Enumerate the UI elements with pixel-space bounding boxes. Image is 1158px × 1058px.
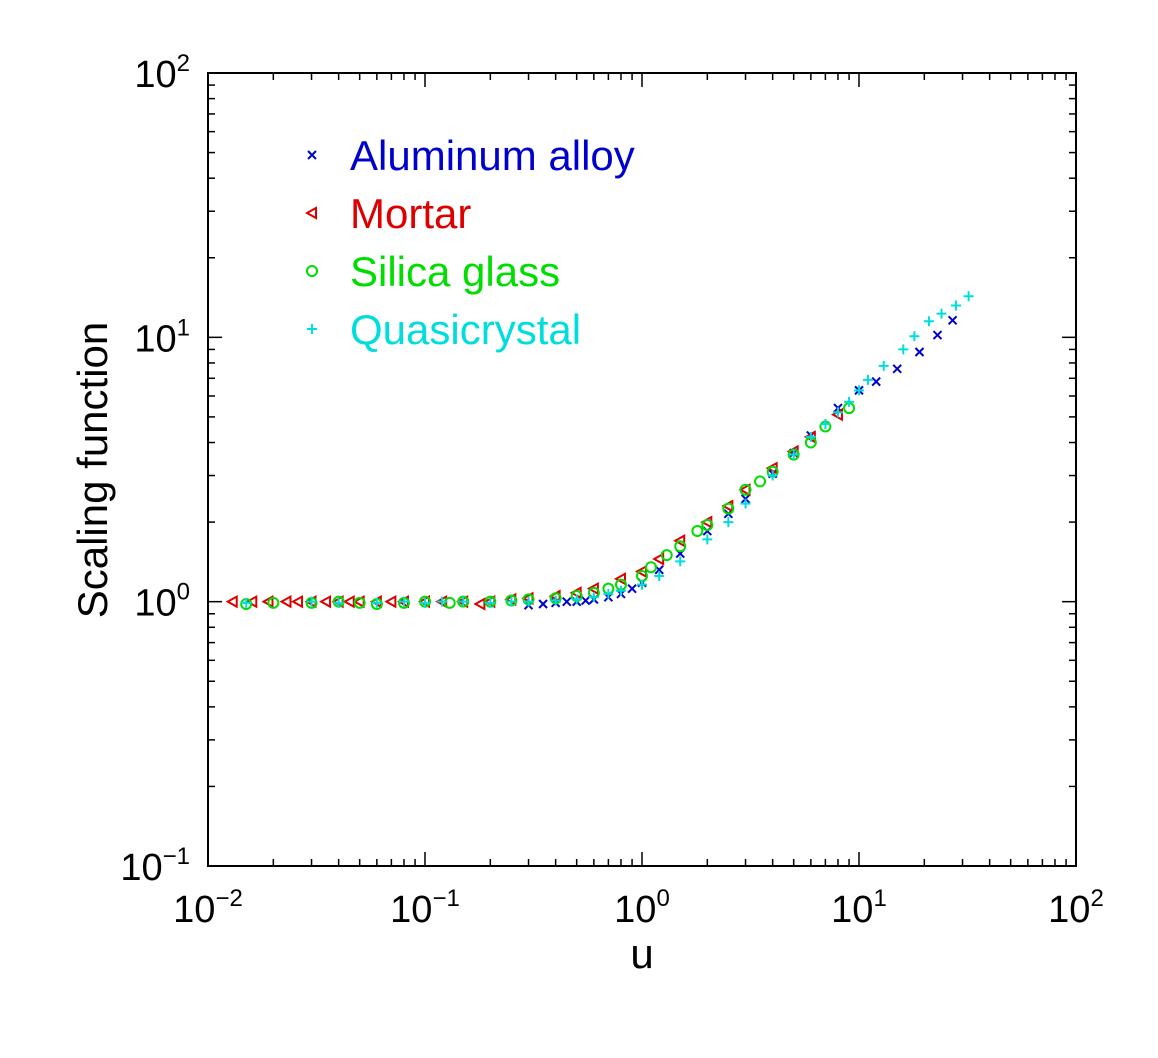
data-point	[878, 360, 889, 371]
data-point	[914, 347, 925, 357]
x-axis-label: u	[630, 930, 653, 977]
data-point	[951, 300, 962, 311]
data-point	[443, 596, 456, 609]
data-point	[871, 376, 881, 387]
series-mortar	[225, 407, 843, 611]
legend-label: Silica glass	[350, 248, 560, 295]
data-point	[654, 571, 665, 582]
data-point	[562, 596, 572, 607]
data-point	[384, 594, 397, 609]
data-point	[702, 534, 713, 545]
x-tick-label: 10−1	[390, 885, 460, 931]
y-tick-label: 101	[134, 314, 190, 360]
data-point	[342, 594, 355, 609]
data-point	[947, 315, 958, 326]
legend-marker	[307, 324, 317, 334]
data-point	[319, 594, 332, 609]
data-point	[932, 330, 943, 340]
data-point	[267, 596, 280, 609]
data-point	[506, 596, 517, 607]
data-point	[290, 594, 304, 609]
data-point	[691, 525, 704, 538]
data-point	[588, 592, 599, 603]
data-point	[660, 549, 673, 562]
data-point	[627, 583, 637, 594]
data-point	[844, 396, 855, 407]
data-point	[637, 579, 647, 590]
data-point	[353, 596, 366, 609]
data-point	[738, 483, 751, 497]
y-axis-label: Scaling function	[69, 322, 116, 619]
data-point	[306, 596, 317, 607]
data-point	[936, 308, 947, 319]
legend-label: Aluminum alloy	[350, 132, 635, 179]
axis-ticks	[207, 73, 1076, 867]
data-point	[805, 431, 816, 442]
legend-marker	[306, 265, 318, 277]
y-tick-label: 100	[134, 579, 190, 625]
data-point	[538, 599, 548, 609]
legend: Aluminum alloy Mortar Silica glass Quasicry…	[304, 132, 635, 353]
data-point	[473, 597, 486, 611]
x-tick-label: 102	[1048, 885, 1104, 931]
data-point	[832, 407, 843, 418]
series-silica-glass	[240, 402, 856, 610]
data-point	[754, 475, 767, 488]
data-point	[279, 594, 292, 609]
x-tick-label: 101	[831, 885, 887, 931]
legend-marker	[307, 150, 317, 160]
data-point	[603, 588, 614, 599]
data-point	[898, 344, 909, 355]
x-tick-label: 10−2	[173, 885, 243, 931]
data-point	[701, 519, 714, 532]
data-point	[634, 564, 647, 579]
data-point	[241, 597, 252, 608]
data-point	[613, 572, 626, 586]
data-point	[675, 556, 686, 567]
series-aluminum-alloy	[523, 315, 958, 610]
data-point	[371, 597, 382, 608]
data-point	[963, 291, 974, 302]
data-point	[739, 483, 752, 496]
legend-label: Quasicrystal	[350, 306, 581, 353]
data-point	[892, 364, 902, 374]
data-point	[909, 331, 920, 342]
data-point	[862, 374, 873, 385]
x-tick-label: 100	[614, 885, 670, 931]
plot-frame	[207, 72, 1077, 867]
series-quasicrystal	[241, 291, 974, 608]
data-point	[674, 540, 687, 553]
data-point	[722, 502, 735, 515]
data-point	[523, 596, 534, 607]
data-point	[485, 597, 496, 608]
legend-marker	[304, 206, 317, 220]
data-point	[820, 419, 831, 430]
data-point	[854, 385, 864, 396]
data-point	[740, 498, 751, 509]
data-point	[420, 597, 430, 608]
data-point	[580, 595, 591, 606]
data-point	[788, 449, 799, 460]
data-point	[673, 534, 686, 548]
data-point	[571, 594, 582, 605]
data-point	[923, 316, 934, 327]
y-tick-label: 102	[134, 50, 190, 96]
data-point	[550, 595, 561, 606]
data-points	[225, 291, 974, 611]
data-point	[333, 597, 344, 608]
y-tick-label: 10−1	[120, 843, 190, 889]
data-point	[458, 596, 469, 607]
data-point	[398, 596, 409, 607]
legend-label: Mortar	[350, 190, 471, 237]
data-point	[437, 596, 448, 607]
data-point	[225, 594, 238, 609]
data-point	[767, 470, 778, 481]
data-point	[644, 561, 657, 574]
data-point	[723, 517, 734, 528]
data-point	[615, 585, 626, 596]
